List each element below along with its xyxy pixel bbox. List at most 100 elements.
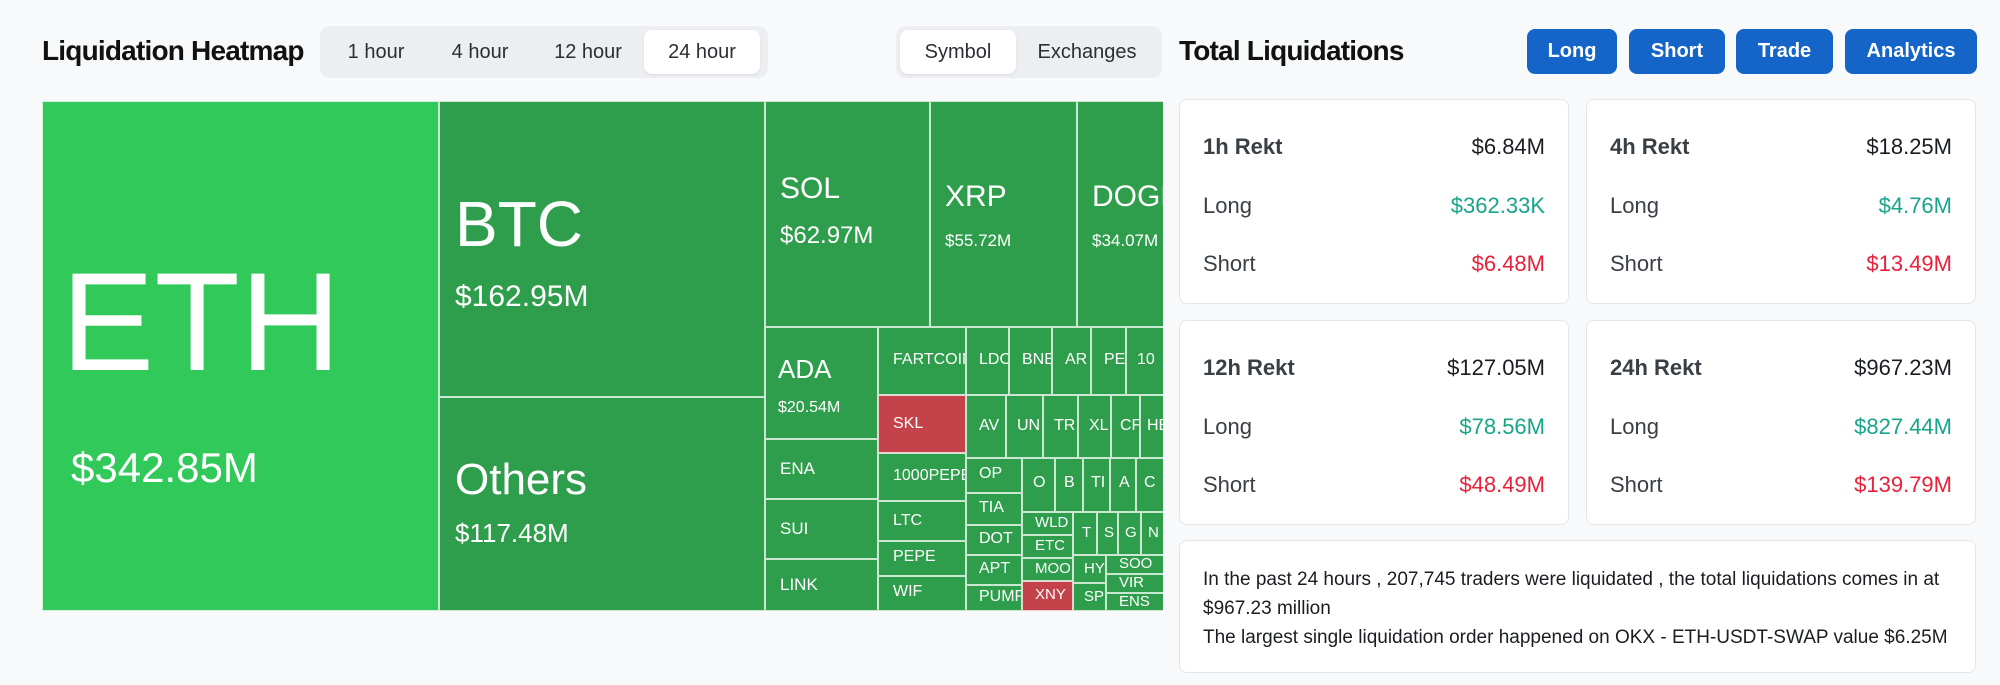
long-button[interactable]: Long xyxy=(1527,29,1617,74)
heatmap-tile-link[interactable]: LINK xyxy=(765,559,878,611)
heatmap-tile-skl[interactable]: SKL xyxy=(878,395,966,453)
heatmap-tile-ar[interactable]: AR xyxy=(1052,327,1091,395)
card-period-label: 1h Rekt xyxy=(1203,134,1283,159)
tile-symbol: ENA xyxy=(780,459,815,478)
card-header: 4h Rekt $18.25M xyxy=(1610,132,1952,162)
analytics-button[interactable]: Analytics xyxy=(1845,29,1977,74)
heatmap-tile-ada[interactable]: ADA $20.54M xyxy=(765,327,878,439)
card-short-row: Short $48.49M xyxy=(1203,470,1545,500)
heatmap-tile-t[interactable]: T xyxy=(1073,512,1097,555)
heatmap-tile-g[interactable]: G xyxy=(1118,512,1141,555)
heatmap-tile-1000pepe[interactable]: 1000PEPE xyxy=(878,453,966,501)
heatmap-tile-pepe[interactable]: PEPE xyxy=(878,541,966,576)
card-header: 12h Rekt $127.05M xyxy=(1203,353,1545,383)
rekt-card-4h: 4h Rekt $18.25M Long $4.76M Short $13.49… xyxy=(1586,99,1976,304)
heatmap-tile-10[interactable]: 10 xyxy=(1126,327,1163,395)
short-label: Short xyxy=(1203,251,1256,276)
tile-value: $62.97M xyxy=(780,222,874,249)
heatmap-tile-wif[interactable]: WIF xyxy=(878,576,966,611)
heatmap-tile-btc[interactable]: BTC $162.95M xyxy=(439,101,765,397)
tile-value: $162.95M xyxy=(455,280,589,313)
heatmap-tile-xrp[interactable]: XRP $55.72M xyxy=(930,101,1077,327)
heatmap-tile-moo[interactable]: MOO xyxy=(1022,558,1073,581)
time-option-24h[interactable]: 24 hour xyxy=(644,30,760,74)
heatmap-tile-ens[interactable]: ENS xyxy=(1106,593,1163,611)
tile-symbol: XRP xyxy=(945,180,1007,213)
long-label: Long xyxy=(1203,414,1252,439)
tile-symbol: AR xyxy=(1065,351,1088,368)
time-option-12h[interactable]: 12 hour xyxy=(554,40,622,63)
tile-symbol: G xyxy=(1125,524,1137,541)
long-label: Long xyxy=(1610,193,1659,218)
card-total-value: $127.05M xyxy=(1447,355,1545,380)
tile-symbol: XNY xyxy=(1035,586,1066,603)
view-option-symbol[interactable]: Symbol xyxy=(900,30,1016,74)
heatmap-tile-xl[interactable]: XL xyxy=(1078,395,1111,458)
view-option-exchanges[interactable]: Exchanges xyxy=(1037,40,1137,63)
tile-symbol: PEPE xyxy=(893,548,936,565)
heatmap-tile-bnb[interactable]: BNB xyxy=(1009,327,1052,395)
heatmap-tile-o[interactable]: O xyxy=(1022,458,1055,512)
rekt-card-1h: 1h Rekt $6.84M Long $362.33K Short $6.48… xyxy=(1179,99,1569,304)
heatmap-tile-un[interactable]: UN xyxy=(1006,395,1043,458)
heatmap-tile-c[interactable]: C xyxy=(1136,458,1163,512)
long-value: $362.33K xyxy=(1450,193,1545,218)
tile-symbol: S xyxy=(1104,524,1115,541)
tile-symbol: Others xyxy=(455,455,588,504)
heatmap-tile-sp[interactable]: SP xyxy=(1073,583,1106,611)
heatmap-tile-doge[interactable]: DOGE $34.07M xyxy=(1077,101,1163,327)
heatmap-tile-b[interactable]: B xyxy=(1055,458,1083,512)
tile-symbol: DOGE xyxy=(1092,180,1163,213)
heatmap-tile-eth[interactable]: ETH $342.85M xyxy=(42,101,439,611)
tile-symbol: TR xyxy=(1054,417,1076,434)
heatmap-tile-ldo[interactable]: LDO xyxy=(966,327,1009,395)
heatmap-tile-hb[interactable]: HB xyxy=(1140,395,1163,458)
heatmap-tile-vir[interactable]: VIR xyxy=(1106,574,1163,593)
heatmap-tile-s[interactable]: S xyxy=(1097,512,1118,555)
heatmap-tile-etc[interactable]: ETC xyxy=(1022,535,1073,558)
heatmap-tile-n[interactable]: N xyxy=(1141,512,1163,555)
tile-symbol: A xyxy=(1119,474,1130,491)
short-label: Short xyxy=(1610,251,1663,276)
tile-symbol: O xyxy=(1033,474,1046,491)
heatmap-tile-others[interactable]: Others $117.48M xyxy=(439,397,765,611)
time-option-4h[interactable]: 4 hour xyxy=(451,40,509,63)
heatmap-tile-ltc[interactable]: LTC xyxy=(878,501,966,541)
tile-symbol: ENS xyxy=(1119,593,1150,610)
liquidation-summary: In the past 24 hours , 207,745 traders w… xyxy=(1179,540,1976,673)
heatmap-tile-wld[interactable]: WLD xyxy=(1022,512,1073,535)
heatmap-tile-xny[interactable]: XNY xyxy=(1022,581,1073,611)
tile-symbol: VIR xyxy=(1119,574,1145,591)
long-value: $827.44M xyxy=(1854,414,1952,439)
tile-symbol: SUI xyxy=(780,519,809,538)
heatmap-tile-apt[interactable]: APT xyxy=(966,555,1022,585)
heatmap-tile-soo[interactable]: SOO xyxy=(1106,555,1163,574)
heatmap-tile-cf[interactable]: CF xyxy=(1111,395,1140,458)
heatmap-tile-sui[interactable]: SUI xyxy=(765,499,878,559)
short-button[interactable]: Short xyxy=(1629,29,1725,74)
short-value: $48.49M xyxy=(1459,472,1545,497)
short-label: Short xyxy=(1610,472,1663,497)
heatmap-tile-ena[interactable]: ENA xyxy=(765,439,878,499)
tile-symbol: APT xyxy=(979,560,1011,577)
tile-symbol: HB xyxy=(1147,417,1163,434)
heatmap-tile-hy[interactable]: HY xyxy=(1073,555,1106,583)
heatmap-tile-sol[interactable]: SOL $62.97M xyxy=(765,101,930,327)
heatmap-tile-tia[interactable]: TIA xyxy=(966,493,1022,525)
heatmap-tile-pe[interactable]: PE xyxy=(1091,327,1126,395)
tile-symbol: T xyxy=(1082,524,1092,541)
tile-symbol: BTC xyxy=(455,188,583,260)
heatmap-tile-dot[interactable]: DOT xyxy=(966,525,1022,555)
heatmap-tile-a[interactable]: A xyxy=(1110,458,1136,512)
heatmap-tile-tr[interactable]: TR xyxy=(1043,395,1078,458)
heatmap-tile-av[interactable]: AV xyxy=(966,395,1006,458)
heatmap-tile-pump[interactable]: PUMP xyxy=(966,585,1022,611)
heatmap-tile-ti[interactable]: TI xyxy=(1083,458,1110,512)
heatmap-tile-fartcoin[interactable]: FARTCOIN xyxy=(878,327,966,395)
card-total-value: $6.84M xyxy=(1471,134,1545,159)
trade-button[interactable]: Trade xyxy=(1736,29,1833,74)
card-total-value: $18.25M xyxy=(1866,134,1952,159)
time-option-1h[interactable]: 1 hour xyxy=(347,40,405,63)
heatmap-tile-op[interactable]: OP xyxy=(966,458,1022,493)
long-value: $4.76M xyxy=(1878,193,1952,218)
